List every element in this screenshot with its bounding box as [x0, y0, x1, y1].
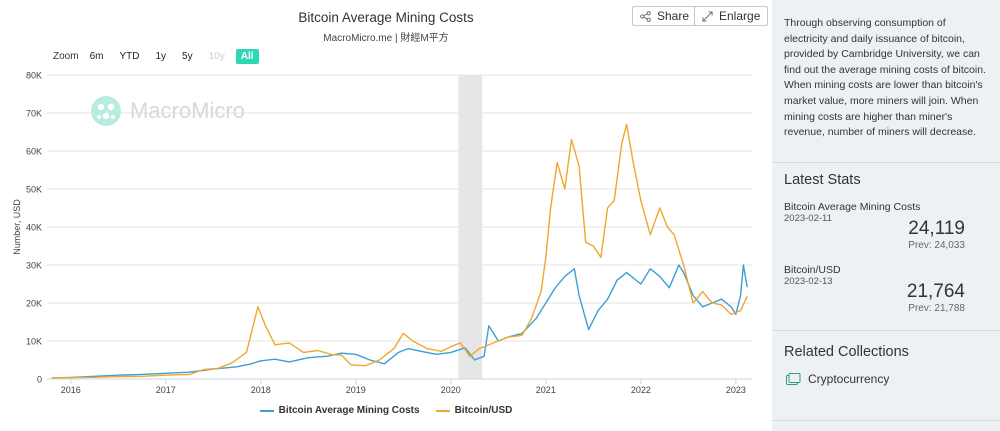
stat-value: 24,119 — [908, 218, 965, 239]
chart-title: Bitcoin Average Mining Costs — [298, 10, 474, 25]
legend-swatch-orange — [435, 409, 450, 412]
series-line-btc-usd — [51, 123, 748, 379]
range-1y-button[interactable]: 1y — [155, 51, 167, 62]
share-icon — [640, 10, 651, 22]
range-ytd-button[interactable]: YTD — [119, 51, 140, 62]
chart-panel: 0 10K 20K 30K 40K 50K 60K 70K 80K 2016 2017 2018 201… — [0, 0, 772, 431]
zoom-label: Zoom — [53, 51, 79, 62]
divider — [772, 330, 1000, 331]
y-tick-label: 60K — [26, 147, 42, 157]
y-tick-label: 50K — [26, 185, 42, 195]
x-tick-label: 2019 — [346, 385, 366, 395]
sidebar: Through observing consumption of electri… — [772, 0, 1000, 431]
stat-date: 2023-02-13 — [784, 276, 833, 287]
y-tick-label: 10K — [26, 337, 42, 347]
latest-stats-title: Latest Stats — [784, 172, 861, 188]
y-tick-label: 0 — [37, 375, 42, 385]
stat-date: 2023-02-11 — [784, 213, 832, 224]
x-tick-label: 2021 — [536, 385, 556, 395]
y-tick-label: 20K — [26, 299, 42, 309]
stat-label: Bitcoin Average Mining Costs — [784, 201, 921, 213]
share-label: Share — [657, 9, 690, 23]
x-tick-label: 2022 — [631, 385, 651, 395]
stat-prev: Prev: 21,788 — [908, 303, 965, 314]
range-5y-button[interactable]: 5y — [182, 51, 193, 62]
y-axis-title: Number, USD — [12, 199, 22, 255]
stat-label: Bitcoin/USD — [784, 264, 841, 276]
range-all-button[interactable]: All — [235, 49, 259, 64]
stat-value: 21,764 — [906, 281, 965, 302]
y-tick-label: 40K — [26, 223, 42, 233]
series-line-mining-costs — [51, 264, 748, 379]
y-tick-label: 70K — [26, 109, 42, 119]
macromicro-logo-icon — [91, 96, 121, 126]
folder-icon — [786, 373, 801, 385]
legend-item-btc-usd[interactable]: Bitcoin/USD — [435, 405, 513, 416]
divider — [772, 162, 1000, 163]
expand-icon — [702, 10, 713, 22]
zoom-controls: Zoom 6m YTD 1y 5y 10y All — [53, 49, 265, 64]
legend-item-mining-costs[interactable]: Bitcoin Average Mining Costs — [259, 405, 420, 416]
x-tick-label: 2017 — [156, 385, 176, 395]
collection-link-cryptocurrency[interactable]: Cryptocurrency — [786, 372, 889, 386]
share-button[interactable]: Share — [632, 6, 698, 26]
x-tick-label: 2020 — [441, 385, 461, 395]
x-tick-label: 2016 — [61, 385, 81, 395]
chart-legend: Bitcoin Average Mining Costs Bitcoin/USD — [0, 405, 772, 416]
x-tick-label: 2018 — [251, 385, 271, 395]
legend-label: Bitcoin Average Mining Costs — [278, 405, 420, 416]
enlarge-button[interactable]: Enlarge — [694, 6, 769, 26]
collection-label: Cryptocurrency — [808, 372, 890, 386]
stat-prev: Prev: 24,033 — [908, 240, 965, 251]
watermark-text: MacroMicro — [130, 98, 245, 123]
chart-description: Through observing consumption of electri… — [784, 17, 986, 139]
divider — [772, 420, 1000, 421]
range-6m-button[interactable]: 6m — [89, 51, 104, 62]
y-tick-label: 80K — [26, 71, 42, 81]
line-chart[interactable]: 0 10K 20K 30K 40K 50K 60K 70K 80K 2016 2017 2018 201… — [0, 0, 772, 431]
watermark: MacroMicro — [90, 95, 245, 127]
legend-swatch-blue — [259, 409, 274, 412]
x-tick-label: 2023 — [726, 385, 746, 395]
related-collections-title: Related Collections — [784, 344, 909, 360]
y-tick-label: 30K — [26, 261, 42, 271]
chart-subtitle: MacroMicro.me | 財經M平方 — [323, 33, 449, 44]
legend-label: Bitcoin/USD — [454, 405, 513, 416]
range-10y-button[interactable]: 10y — [208, 51, 225, 62]
enlarge-label: Enlarge — [719, 9, 761, 23]
